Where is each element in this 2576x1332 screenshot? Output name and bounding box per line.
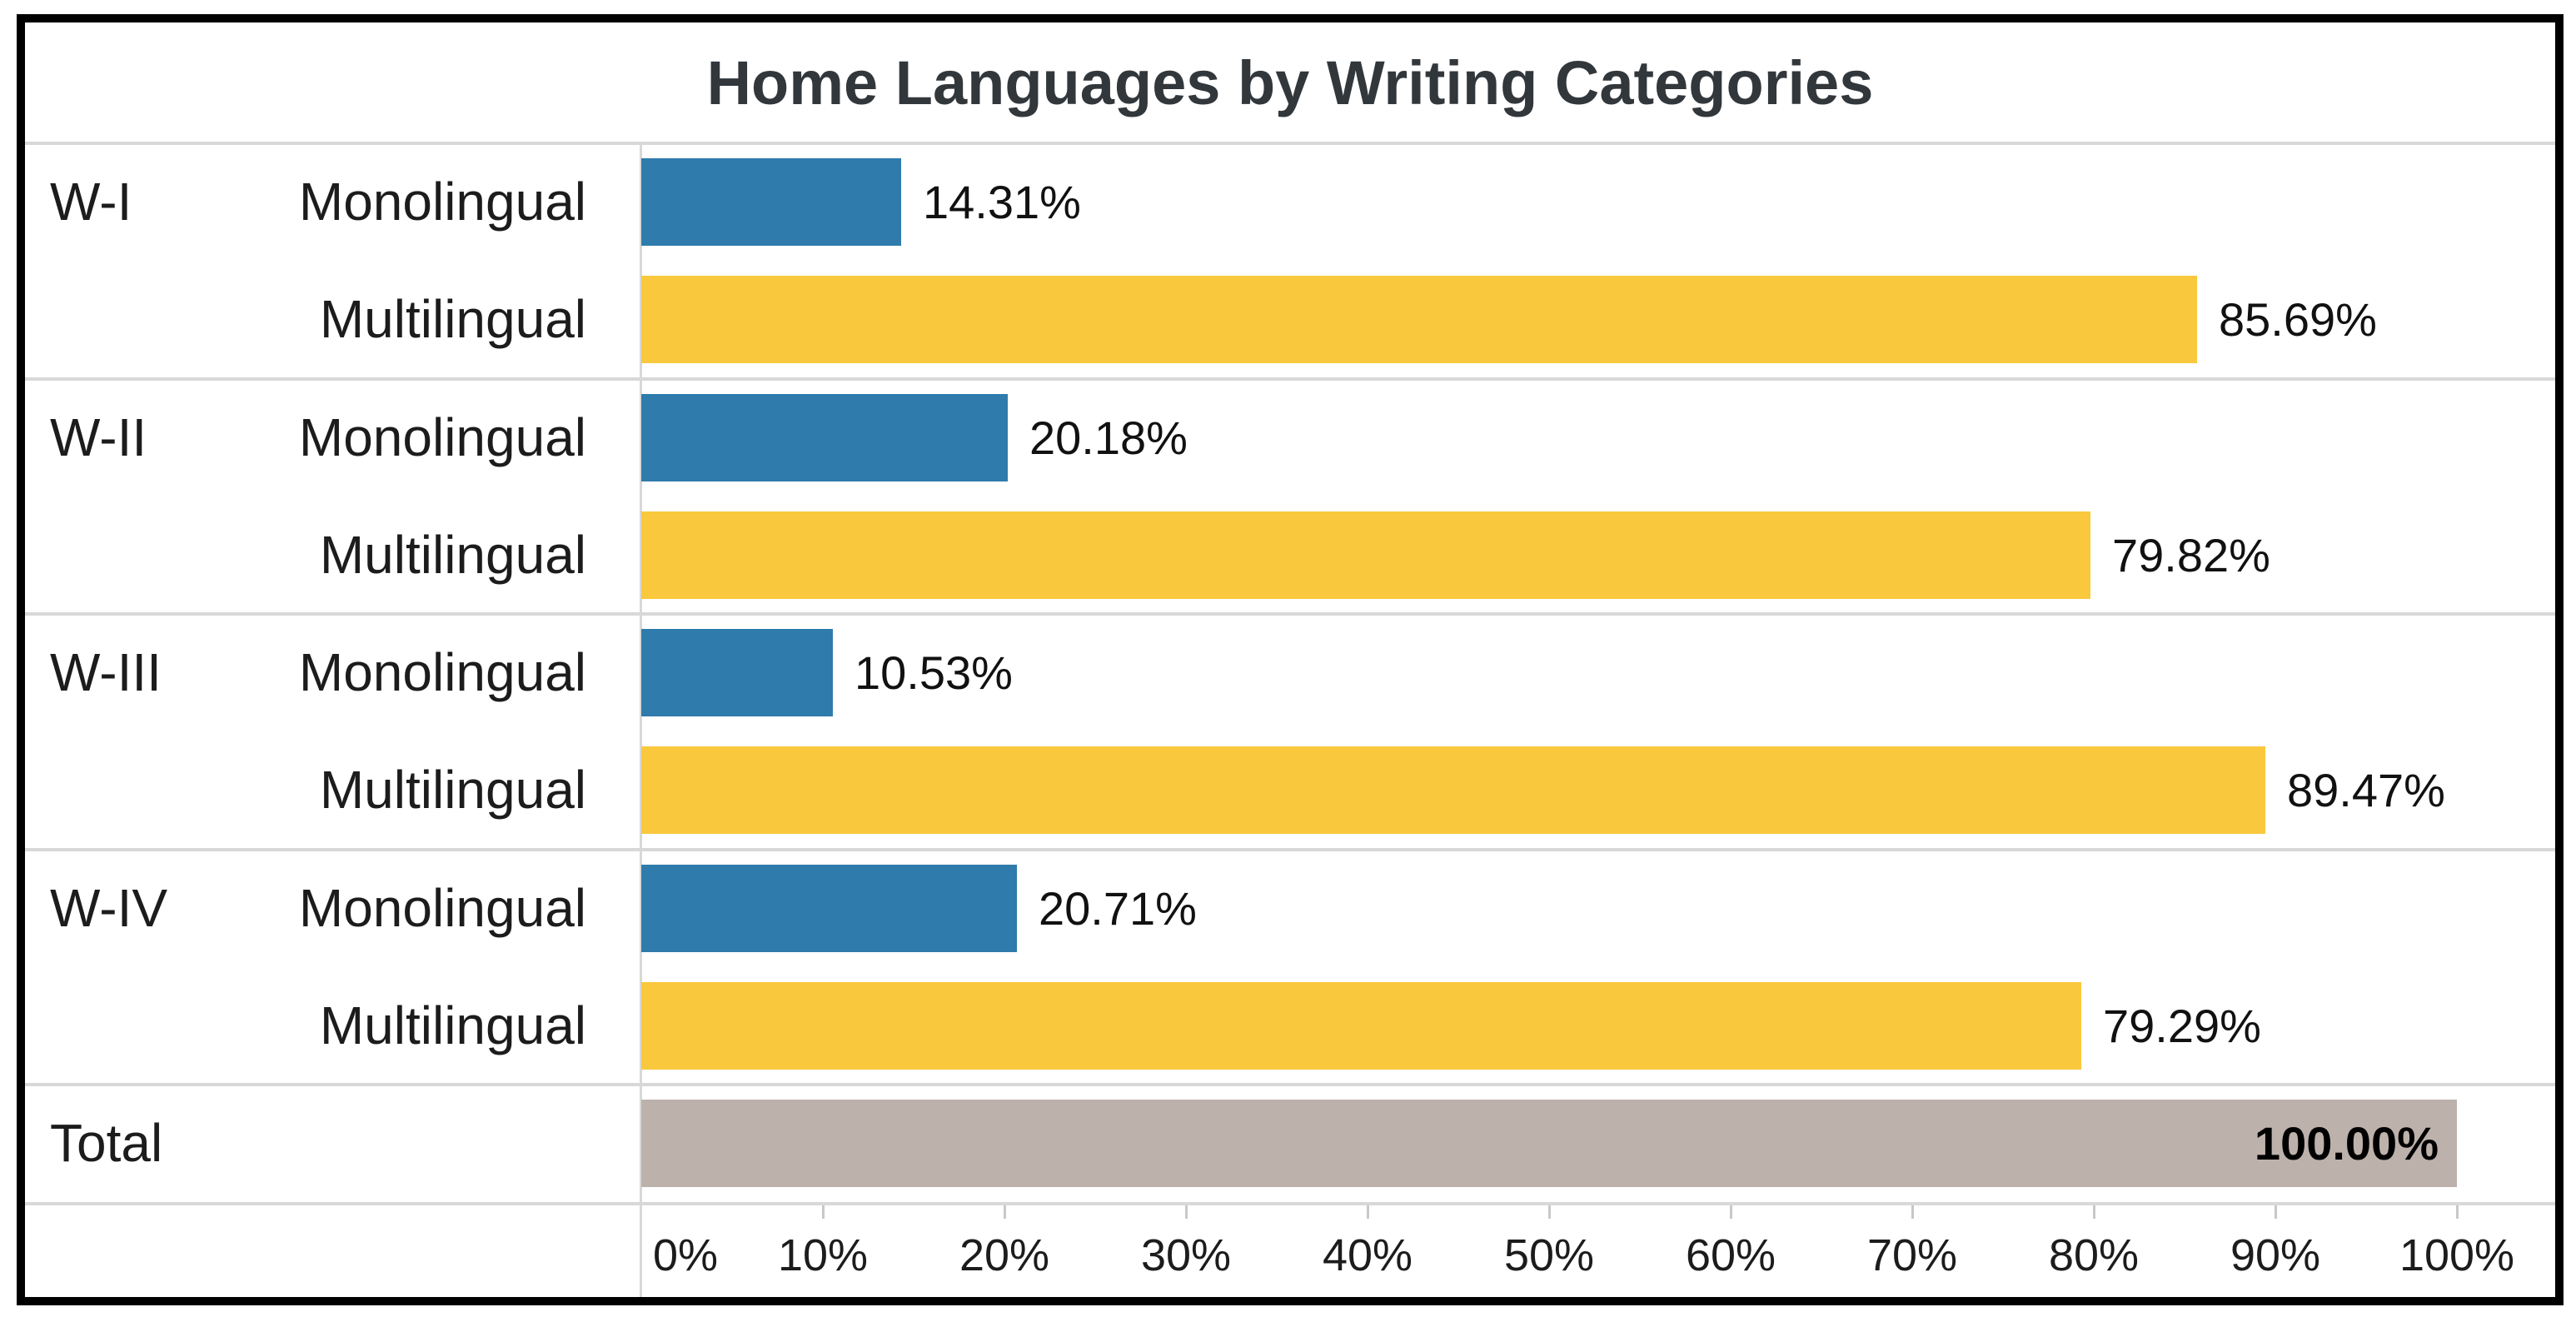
axis-tick (2275, 1205, 2277, 1219)
category-label-total: Total (50, 1113, 163, 1173)
row-divider (25, 848, 2555, 851)
bar-value-label: 85.69% (2219, 293, 2377, 346)
bar-w3-monolingual (641, 629, 833, 716)
chart-frame: Home Languages by Writing Categories W-I… (17, 14, 2564, 1305)
bar-row-w3-multilingual: 89.47% (641, 746, 2445, 834)
axis-tick (2093, 1205, 2095, 1219)
bar-value-label: 79.29% (2103, 1000, 2261, 1052)
bar-row-total: 100.00% (641, 1100, 2457, 1187)
bar-row-w2-multilingual: 79.82% (641, 511, 2270, 599)
axis-tick (1730, 1205, 1732, 1219)
axis-tick-label: 100% (2399, 1230, 2515, 1280)
bar-value-label: 89.47% (2287, 764, 2445, 816)
bar-value-label: 20.71% (1039, 882, 1197, 935)
subcategory-label-w3-multilingual: Multilingual (319, 760, 586, 820)
category-label-w3: W-III (50, 642, 162, 702)
subcategory-label-w1-monolingual: Monolingual (298, 172, 586, 232)
axis-tick (1548, 1205, 1551, 1219)
bar-w2-monolingual (641, 394, 1008, 481)
bar-row-w4-monolingual: 20.71% (641, 865, 1197, 952)
bar-row-w1-multilingual: 85.69% (641, 276, 2377, 363)
category-label-w2: W-II (50, 407, 147, 467)
bar-value-label: 10.53% (855, 646, 1013, 699)
category-label-w1: W-I (50, 172, 132, 232)
subcategory-label-w4-multilingual: Multilingual (319, 995, 586, 1055)
row-divider (25, 142, 2555, 145)
axis-tick-label: 60% (1685, 1230, 1776, 1280)
bar-row-w4-multilingual: 79.29% (641, 982, 2261, 1070)
subcategory-label-w2-multilingual: Multilingual (319, 525, 586, 585)
bar-row-w3-monolingual: 10.53% (641, 629, 1013, 716)
axis-tick-label: 40% (1322, 1230, 1413, 1280)
total-value-label: 100.00% (2254, 1117, 2439, 1170)
axis-tick (1911, 1205, 1914, 1219)
axis-tick-label: 30% (1140, 1230, 1232, 1280)
row-divider (25, 1083, 2555, 1086)
bar-w4-multilingual (641, 982, 2081, 1070)
bar-w1-monolingual (641, 158, 901, 246)
subcategory-label-w3-monolingual: Monolingual (298, 642, 586, 702)
axis-tick-label: 20% (959, 1230, 1050, 1280)
axis-tick (1367, 1205, 1369, 1219)
axis-tick (1004, 1205, 1006, 1219)
axis-tick (822, 1205, 825, 1219)
axis-tick (2456, 1205, 2459, 1219)
bar-w1-multilingual (641, 276, 2197, 363)
axis-tick (1185, 1205, 1188, 1219)
bar-total: 100.00% (641, 1100, 2457, 1187)
subcategory-label-w4-monolingual: Monolingual (298, 878, 586, 938)
axis-tick-label: 90% (2230, 1230, 2321, 1280)
row-divider (25, 377, 2555, 381)
bar-w3-multilingual (641, 746, 2265, 834)
subcategory-label-w2-monolingual: Monolingual (298, 407, 586, 467)
bar-value-label: 79.82% (2112, 529, 2270, 581)
axis-tick-label: 70% (1866, 1230, 1958, 1280)
axis-tick-label: 80% (2048, 1230, 2140, 1280)
bar-w4-monolingual (641, 865, 1017, 952)
axis-tick-label: 50% (1503, 1230, 1595, 1280)
bar-value-label: 20.18% (1029, 412, 1188, 464)
row-divider (25, 612, 2555, 616)
bar-row-w1-monolingual: 14.31% (641, 158, 1081, 246)
bar-row-w2-monolingual: 20.18% (641, 394, 1188, 481)
chart-title: Home Languages by Writing Categories (706, 48, 1874, 117)
bar-value-label: 14.31% (923, 176, 1081, 228)
subcategory-label-w1-multilingual: Multilingual (319, 289, 586, 349)
chart-inner: Home Languages by Writing Categories W-I… (25, 22, 2555, 1297)
bar-w2-multilingual (641, 511, 2090, 599)
axis-divider (25, 1202, 2555, 1205)
axis-tick-label: 0% (652, 1230, 719, 1280)
category-label-w4: W-IV (50, 878, 168, 938)
axis-tick-label: 10% (777, 1230, 869, 1280)
label-plot-divider-line (640, 143, 642, 1297)
